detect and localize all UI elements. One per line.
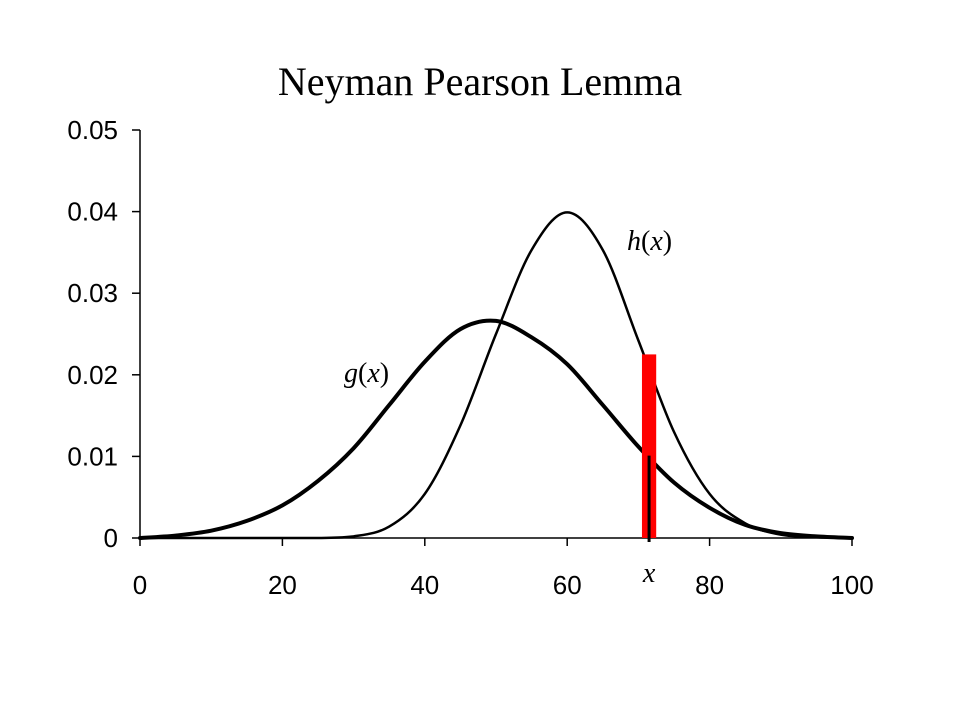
series-label-part: x [649,226,663,257]
y-tick-label: 0.02 [67,360,118,390]
y-tick-label: 0.03 [67,278,118,308]
series-label-gx: g(x) [344,358,389,389]
y-tick-label: 0.05 [67,115,118,145]
series-label-part: ( [358,358,367,389]
x-tick-label: 100 [830,570,873,600]
y-tick-label: 0 [104,523,118,553]
series-label-part: ) [663,226,672,257]
chart-title: Neyman Pearson Lemma [277,59,683,104]
series-label-part: ( [641,226,650,257]
axes: 0 0.01 0.02 0.03 0.04 0.05 0 20 40 60 80 100 [67,115,873,600]
x-tick-label: 60 [553,570,582,600]
series-label-part: ) [380,358,389,389]
y-tick-label: 0.01 [67,441,118,471]
x-tick-label: 80 [695,570,724,600]
series-label-hx: h(x) [627,226,672,257]
y-tick-label: 0.04 [67,197,118,227]
x-tick-label: 40 [410,570,439,600]
critical-region-bar [641,354,657,538]
series-label-part: g [344,358,358,389]
x-tick-label: 0 [133,570,147,600]
curves: g(x)h(x) [138,211,854,540]
annotations: x [641,354,657,589]
series-line-gx [138,318,854,540]
series-label-part: h [627,226,641,257]
x-tick-label: 20 [268,570,297,600]
series-label-part: x [366,358,380,389]
series-line-hx [138,211,854,540]
x-marker-label: x [642,558,656,589]
